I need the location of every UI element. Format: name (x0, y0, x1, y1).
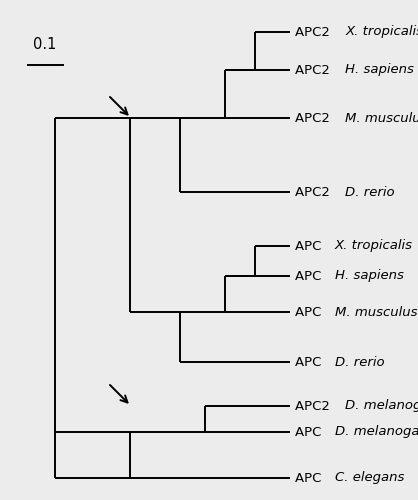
Text: APC: APC (295, 472, 326, 484)
Text: D. rerio: D. rerio (346, 186, 395, 198)
Text: APC: APC (295, 426, 326, 438)
Text: APC: APC (295, 270, 326, 282)
Text: X. tropicalis: X. tropicalis (334, 240, 413, 252)
Text: D. melanogaster: D. melanogaster (334, 426, 418, 438)
Text: APC: APC (295, 356, 326, 368)
Text: H. sapiens: H. sapiens (334, 270, 403, 282)
Text: X. tropicalis: X. tropicalis (346, 26, 418, 38)
Text: APC2: APC2 (295, 186, 334, 198)
Text: H. sapiens: H. sapiens (346, 64, 414, 76)
Text: M. musculus: M. musculus (346, 112, 418, 124)
Text: D. rerio: D. rerio (334, 356, 384, 368)
Text: APC: APC (295, 240, 326, 252)
Text: 0.1: 0.1 (33, 37, 57, 52)
Text: APC2: APC2 (295, 26, 334, 38)
Text: M. musculus: M. musculus (334, 306, 417, 318)
Text: APC: APC (295, 306, 326, 318)
Text: APC2: APC2 (295, 400, 334, 412)
Text: APC2: APC2 (295, 112, 334, 124)
Text: D. melanogaster: D. melanogaster (346, 400, 418, 412)
Text: C. elegans: C. elegans (334, 472, 404, 484)
Text: APC2: APC2 (295, 64, 334, 76)
